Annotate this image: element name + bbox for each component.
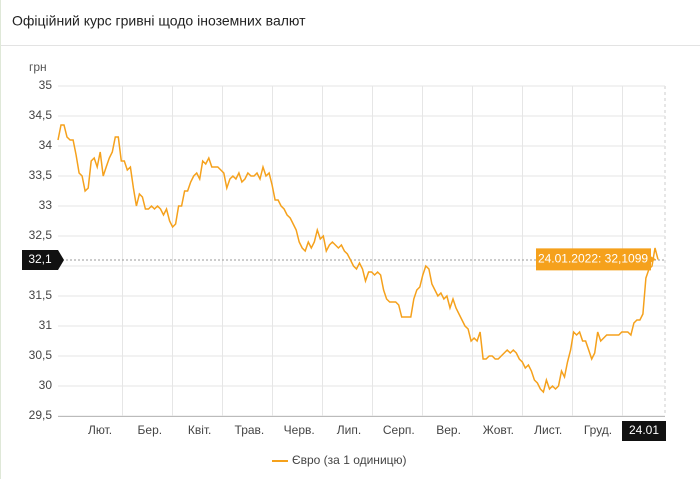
x-last-label-box bbox=[622, 421, 666, 441]
x-tick-label: Лют. bbox=[88, 423, 112, 437]
legend-label: Євро (за 1 одиницю) bbox=[292, 453, 407, 467]
tooltip-text: 24.01.2022: 32,1099 bbox=[538, 252, 648, 266]
x-tick-label: Черв. bbox=[284, 423, 315, 437]
x-tick-label: Вер. bbox=[436, 423, 461, 437]
x-tick-label: Жовт. bbox=[483, 423, 514, 437]
x-last-label: 24.01 bbox=[629, 423, 659, 437]
crosshair-label: 32,1 bbox=[28, 252, 52, 266]
y-tick-label: 33,5 bbox=[29, 168, 53, 182]
y-tick-label: 31 bbox=[39, 318, 53, 332]
x-tick-label: Бер. bbox=[138, 423, 163, 437]
x-tick-label: Серп. bbox=[383, 423, 415, 437]
chart-title: Офіційний курс гривні щодо іноземних вал… bbox=[12, 13, 306, 29]
y-axis-label: грн bbox=[29, 60, 47, 74]
y-tick-label: 29,5 bbox=[29, 408, 53, 422]
tooltip-box bbox=[536, 248, 656, 271]
y-tick-label: 31,5 bbox=[29, 288, 53, 302]
y-tick-label: 30 bbox=[39, 378, 53, 392]
y-tick-label: 34 bbox=[39, 138, 53, 152]
x-tick-label: Трав. bbox=[235, 423, 265, 437]
crosshair-label-box bbox=[22, 250, 64, 270]
y-tick-label: 30,5 bbox=[29, 348, 53, 362]
x-tick-label: Квіт. bbox=[188, 423, 212, 437]
series-line bbox=[57, 124, 659, 394]
y-tick-label: 32,5 bbox=[29, 228, 53, 242]
y-tick-label: 35 bbox=[39, 78, 53, 92]
x-tick-label: Лист. bbox=[534, 423, 562, 437]
x-tick-label: Груд. bbox=[584, 423, 612, 437]
y-tick-label: 34,5 bbox=[29, 108, 53, 122]
y-tick-label: 33 bbox=[39, 198, 53, 212]
x-tick-label: Лип. bbox=[337, 423, 361, 437]
